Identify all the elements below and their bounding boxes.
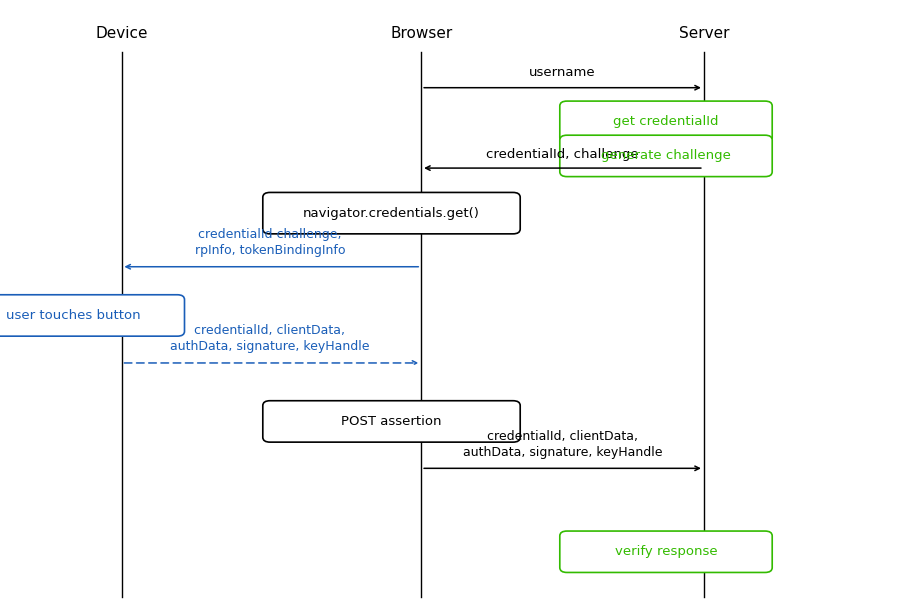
Text: Browser: Browser [390,26,453,41]
Text: credentialId challenge,
rpInfo, tokenBindingInfo: credentialId challenge, rpInfo, tokenBin… [194,228,346,257]
FancyBboxPatch shape [560,101,772,143]
Text: username: username [529,66,596,79]
Text: verify response: verify response [615,545,717,558]
FancyBboxPatch shape [560,135,772,177]
FancyBboxPatch shape [0,295,184,336]
Text: POST assertion: POST assertion [341,415,442,428]
Text: credentialId, clientData,
authData, signature, keyHandle: credentialId, clientData, authData, sign… [170,324,370,353]
Text: credentialId, challenge: credentialId, challenge [486,148,639,161]
FancyBboxPatch shape [263,401,520,442]
FancyBboxPatch shape [560,531,772,572]
Text: generate challenge: generate challenge [601,149,731,163]
FancyBboxPatch shape [263,192,520,234]
Text: navigator.credentials.get(): navigator.credentials.get() [303,206,480,220]
Text: credentialId, clientData,
authData, signature, keyHandle: credentialId, clientData, authData, sign… [463,429,662,459]
Text: get credentialId: get credentialId [613,115,719,128]
Text: Device: Device [95,26,148,41]
Text: Server: Server [679,26,729,41]
Text: user touches button: user touches button [6,309,141,322]
